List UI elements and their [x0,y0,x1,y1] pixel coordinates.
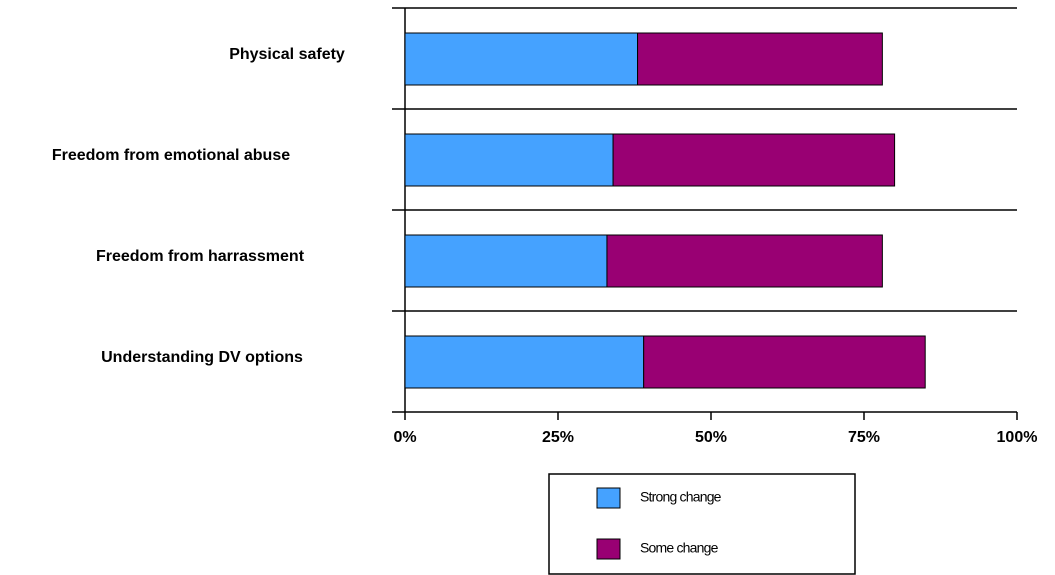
legend-swatch [596,538,621,560]
y-tick-label: Understanding DV options [101,349,303,366]
legend-label: Some change [640,540,719,556]
legend-label: Strong change [640,489,722,505]
bar-segment [637,32,883,86]
y-tick-label: Physical safety [229,46,345,63]
bar-segment [404,32,639,86]
y-tick-label: Freedom from emotional abuse [52,147,290,164]
bar-segment [404,335,645,389]
x-tick-label: 75% [848,429,880,446]
bar-segment [643,335,926,389]
bar-segment [612,133,896,187]
x-tick-label: 50% [695,429,727,446]
y-tick-label: Freedom from harrassment [96,248,305,265]
bar-segment [404,133,614,187]
bar-segment [404,234,608,288]
x-tick-label: 25% [542,429,574,446]
x-tick-label: 0% [393,429,416,446]
legend-swatch [596,487,621,509]
x-tick-label: 100% [997,429,1038,446]
bar-segment [606,234,883,288]
